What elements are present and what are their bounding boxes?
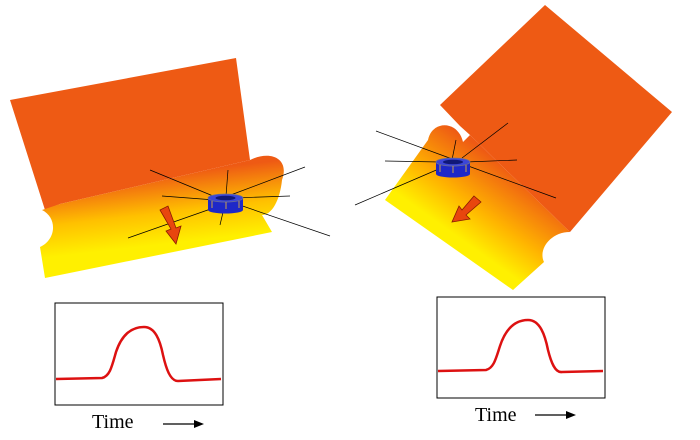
- left-surface: [10, 58, 284, 278]
- left-surface-back-wall: [10, 58, 250, 210]
- right-time-label: Time: [475, 404, 517, 426]
- left-signal-plot: [54, 302, 224, 406]
- left-signal-curve: [55, 325, 222, 383]
- direction-arrow-icon: [451, 195, 482, 223]
- right-surface: [385, 5, 672, 291]
- left-time-label: Time: [92, 411, 134, 433]
- right-signal-plot: [436, 296, 606, 399]
- time-arrow-icon: [535, 411, 576, 419]
- direction-arrow-icon: [159, 205, 182, 245]
- sensor-icon: [435, 157, 471, 178]
- sensor-icon: [207, 193, 244, 214]
- left-panel: [10, 58, 331, 406]
- time-arrow-icon: [163, 420, 204, 428]
- left-probe-wires: [127, 166, 331, 239]
- left-surface-groove: [40, 155, 284, 278]
- right-surface-back-wall: [440, 5, 672, 232]
- right-probe-wires: [354, 122, 557, 206]
- right-panel: [354, 5, 672, 399]
- right-surface-groove: [385, 125, 570, 291]
- left-plot-frame: [54, 302, 224, 406]
- right-signal-curve: [437, 318, 604, 374]
- right-plot-frame: [436, 296, 606, 399]
